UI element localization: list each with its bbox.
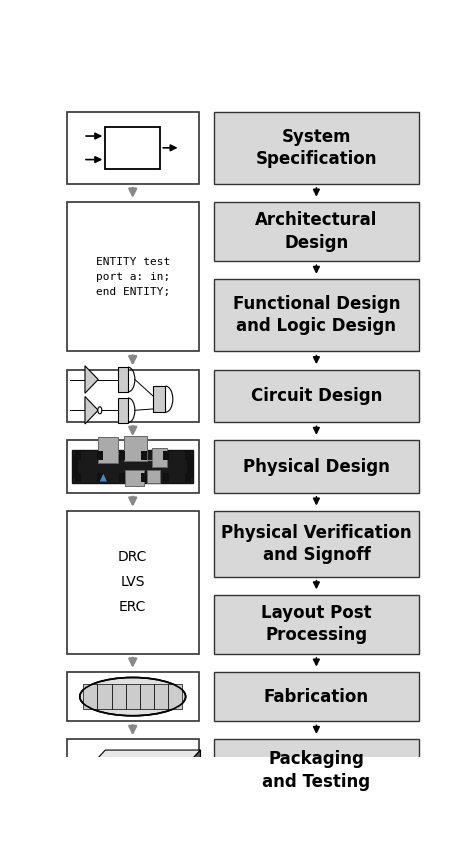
- Bar: [94, 807, 98, 819]
- Bar: [66, 202, 199, 351]
- Polygon shape: [85, 366, 98, 394]
- Bar: [152, 448, 166, 467]
- Bar: [141, 473, 146, 482]
- Bar: [66, 370, 199, 422]
- Bar: [85, 796, 180, 807]
- Text: Fabrication: Fabrication: [264, 688, 369, 706]
- Text: Physical Design: Physical Design: [243, 457, 390, 475]
- Bar: [213, 440, 419, 493]
- Text: Circuit Design: Circuit Design: [251, 387, 382, 405]
- Bar: [66, 672, 199, 721]
- Ellipse shape: [80, 677, 186, 716]
- Bar: [111, 684, 126, 709]
- Bar: [147, 807, 150, 819]
- Bar: [72, 462, 78, 471]
- Bar: [168, 807, 172, 819]
- Bar: [213, 112, 419, 184]
- Polygon shape: [100, 473, 107, 482]
- Bar: [72, 456, 78, 465]
- Bar: [104, 807, 108, 819]
- Bar: [126, 684, 140, 709]
- Bar: [105, 127, 160, 169]
- Bar: [187, 462, 193, 471]
- Bar: [163, 450, 169, 460]
- Bar: [153, 386, 165, 412]
- Bar: [185, 473, 191, 482]
- Bar: [187, 468, 193, 478]
- Bar: [136, 807, 140, 819]
- Bar: [213, 202, 419, 261]
- Bar: [98, 437, 118, 463]
- Bar: [118, 398, 128, 422]
- Circle shape: [98, 407, 102, 414]
- Bar: [98, 684, 111, 709]
- Text: Functional Design
and Logic Design: Functional Design and Logic Design: [233, 295, 400, 336]
- Bar: [213, 672, 419, 721]
- Text: Architectural
Design: Architectural Design: [255, 212, 378, 252]
- Bar: [97, 450, 102, 460]
- Text: DRC
LVS
ERC: DRC LVS ERC: [118, 551, 147, 615]
- Bar: [85, 785, 180, 807]
- Bar: [66, 511, 199, 654]
- Polygon shape: [180, 750, 201, 807]
- Bar: [119, 450, 125, 460]
- Bar: [213, 511, 419, 576]
- Bar: [118, 367, 128, 392]
- Bar: [185, 450, 191, 460]
- Bar: [97, 473, 102, 482]
- Bar: [124, 436, 147, 462]
- Bar: [187, 456, 193, 465]
- Bar: [75, 473, 81, 482]
- Bar: [163, 473, 169, 482]
- Bar: [213, 595, 419, 654]
- Bar: [154, 684, 168, 709]
- Bar: [213, 370, 419, 422]
- Bar: [141, 450, 146, 460]
- Text: System
Specification: System Specification: [255, 128, 377, 168]
- Bar: [66, 112, 199, 184]
- Bar: [72, 450, 193, 483]
- Polygon shape: [85, 750, 201, 772]
- Text: Physical Verification
and Signoff: Physical Verification and Signoff: [221, 524, 412, 564]
- Bar: [126, 807, 129, 819]
- Bar: [157, 807, 161, 819]
- Bar: [115, 807, 118, 819]
- Bar: [72, 468, 78, 478]
- Bar: [66, 740, 199, 802]
- Bar: [125, 470, 144, 486]
- Bar: [119, 473, 125, 482]
- Bar: [168, 684, 182, 709]
- Text: Layout Post
Processing: Layout Post Processing: [261, 604, 372, 644]
- Text: Packaging
and Testing: Packaging and Testing: [262, 751, 371, 790]
- Bar: [66, 440, 199, 493]
- Bar: [75, 450, 81, 460]
- Bar: [140, 684, 154, 709]
- Bar: [83, 684, 98, 709]
- Polygon shape: [85, 397, 98, 424]
- Text: ENTITY test
port a: in;
end ENTITY;: ENTITY test port a: in; end ENTITY;: [96, 257, 170, 297]
- Bar: [213, 280, 419, 351]
- Bar: [213, 740, 419, 802]
- Bar: [147, 470, 160, 483]
